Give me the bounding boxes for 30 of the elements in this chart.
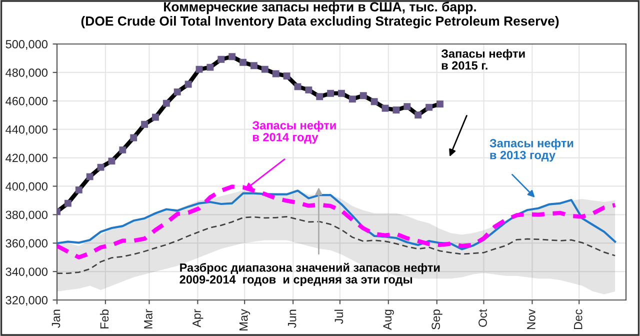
x-tick-label: May (240, 309, 250, 330)
x-tick-label: Mar (144, 309, 152, 328)
x-tick-label: Oct (478, 309, 487, 327)
y-tick-label: 340,000 (6, 268, 48, 278)
y-tick-label: 360,000 (6, 239, 48, 249)
y-tick-label: 440,000 (6, 125, 48, 136)
line-series (57, 190, 616, 250)
x-tick-label: Jul (334, 310, 344, 324)
annotation: Запасы нефти в 2015 г. (441, 49, 525, 70)
y-tick-label: 400,000 (6, 182, 48, 192)
y-tick-label: 460,000 (6, 96, 48, 107)
y-tick-label: 480,000 (6, 68, 48, 78)
line-series (57, 184, 618, 260)
y-tick-label: 500,000 (6, 40, 48, 50)
x-tick-label: Jan (52, 310, 60, 328)
x-tick-label: Jun (288, 310, 296, 328)
x-tick-label: Aug (383, 310, 394, 330)
x-tick-label: Nov (527, 309, 536, 330)
annotation: Запасы нефти в 2014 году (252, 120, 336, 144)
y-tick-label: 380,000 (6, 210, 48, 220)
chart-title: Коммерческие запасы нефти в США, тыс. барр. (DOE Crude Oil Total Inventory Data excluding Strategic Petroleum Reserve) (81, 2, 559, 28)
line-series (57, 216, 616, 274)
y-tick-label: 420,000 (6, 154, 48, 164)
x-tick-label: Dec (574, 309, 582, 330)
annotation: Запасы нефти в 2013 году (490, 138, 574, 162)
x-tick-label: Sep (432, 310, 442, 330)
y-tick-label: 320,000 (6, 296, 48, 306)
x-tick-label: Feb (100, 310, 109, 328)
x-tick-label: Apr (192, 309, 204, 328)
annotation: Разброс диапазона значений запасов нефти 2009-2014 годов и средняя за эти годы (180, 262, 440, 286)
